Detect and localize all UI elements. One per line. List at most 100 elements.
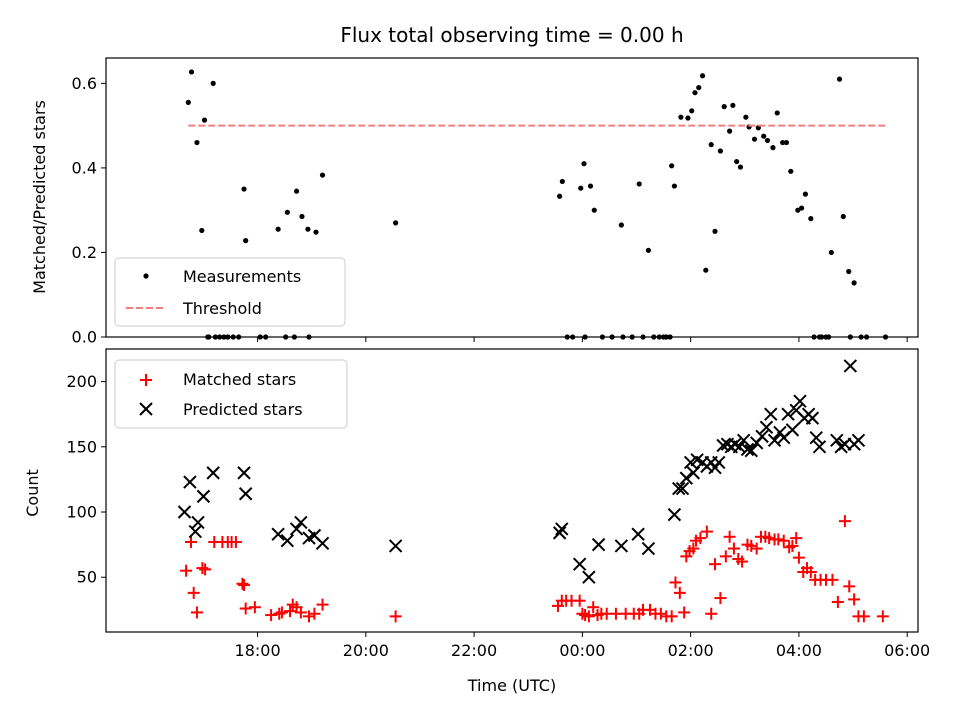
predicted-star-point	[206, 466, 220, 480]
predicted-star-point	[188, 524, 203, 539]
measurement-point	[636, 181, 642, 187]
measurement-point	[799, 205, 805, 211]
matched-star-point	[303, 610, 315, 623]
measurement-point	[795, 207, 801, 213]
matched-star-point	[239, 602, 252, 615]
predicted-cross-b	[307, 528, 322, 543]
predicted-cross-b	[712, 455, 726, 470]
measurement-point	[188, 69, 195, 75]
matched-star-point	[187, 586, 200, 599]
measurement-zero-point	[819, 334, 825, 340]
legend-matched-marker	[140, 374, 152, 386]
predicted-cross-b	[315, 536, 330, 551]
predicted-star-point	[572, 557, 587, 571]
measurement-zero-point	[656, 334, 662, 340]
measurement-point	[751, 136, 758, 142]
predicted-cross-b	[732, 440, 747, 454]
predicted-star-point	[843, 359, 858, 373]
measurement-zero-point	[291, 334, 297, 340]
measurement-point	[783, 139, 790, 146]
matched-star-point	[576, 607, 589, 620]
predicted-cross-b	[764, 407, 778, 421]
measurement-point	[721, 104, 727, 110]
predicted-star-point	[388, 539, 403, 553]
predicted-cross-b	[690, 453, 704, 467]
measurement-point	[210, 80, 216, 86]
measurement-point	[559, 178, 565, 185]
predicted-cross-b	[572, 557, 587, 571]
measurement-zero-point	[283, 334, 289, 340]
bottom-ylabel: Count	[23, 469, 42, 517]
measurement-point	[685, 115, 691, 121]
matched-star-point	[709, 558, 721, 571]
predicted-star-point	[679, 471, 694, 485]
measurement-point	[678, 114, 684, 120]
predicted-star-point	[289, 522, 304, 536]
measurement-point	[828, 249, 834, 256]
matched-star-point	[750, 542, 763, 555]
predicted-star-point	[237, 466, 251, 480]
measurement-zero-point	[882, 334, 889, 340]
predicted-cross-b	[188, 524, 203, 539]
predicted-cross-b	[555, 522, 569, 536]
figure-title: Flux total observing time = 0.00 h	[340, 23, 683, 47]
matched-star-point	[700, 525, 713, 538]
bottom-axes-frame	[105, 348, 919, 633]
matched-star-point	[275, 606, 288, 619]
measurement-zero-point	[667, 334, 673, 340]
measurement-point	[212, 334, 218, 340]
matched-star-point	[665, 610, 678, 623]
predicted-star-point	[191, 515, 205, 530]
predicted-cross-b	[177, 505, 192, 519]
predicted-star-point	[744, 444, 758, 458]
predicted-cross-b	[805, 411, 820, 425]
predicted-cross-b	[789, 403, 803, 418]
predicted-cross-b	[294, 515, 308, 530]
measurement-point	[305, 226, 311, 232]
measurement-zero-point	[570, 334, 576, 340]
legend-threshold-label: Threshold	[182, 299, 262, 318]
predicted-star-point	[552, 526, 567, 540]
measurement-point	[618, 222, 624, 228]
matched-star-point	[389, 610, 402, 623]
measurement-point	[846, 268, 852, 275]
measurement-point	[770, 145, 776, 151]
measurement-point	[599, 334, 606, 340]
measurement-point	[696, 84, 702, 91]
predicted-cross-b	[830, 433, 844, 447]
measurement-point	[299, 213, 305, 220]
matched-star-point	[857, 610, 870, 623]
measurement-point	[717, 148, 724, 154]
matched-star-point	[199, 563, 212, 576]
predicted-cross-b	[196, 489, 211, 504]
matched-star-point	[848, 593, 861, 606]
bottom-ytick-label: 200	[66, 372, 97, 391]
predicted-star-point	[183, 475, 197, 489]
predicted-cross-b	[767, 433, 782, 447]
matched-star-point	[673, 586, 686, 599]
predicted-cross-b	[793, 394, 807, 408]
predicted-star-point	[712, 455, 726, 470]
measurement-zero-point	[663, 334, 669, 340]
measurement-point	[293, 188, 300, 194]
measurement-point	[669, 163, 675, 169]
matched-star-point	[248, 601, 261, 614]
predicted-cross-b	[812, 440, 827, 454]
measurement-point	[587, 183, 594, 189]
predicted-star-point	[793, 394, 807, 408]
predicted-cross-b	[755, 429, 769, 444]
predicted-cross-b	[728, 437, 742, 451]
measurement-zero-point	[225, 334, 231, 340]
matched-star-point	[669, 576, 682, 589]
legend-measurements-label: Measurements	[183, 267, 301, 286]
predicted-cross-b	[675, 481, 690, 496]
predicted-star-point	[736, 433, 751, 447]
matched-star-point	[804, 566, 817, 579]
predicted-star-point	[294, 515, 308, 530]
matched-star-point	[184, 536, 197, 549]
matched-star-point	[745, 539, 758, 552]
matched-star-point	[229, 536, 242, 549]
matched-star-point	[687, 542, 700, 555]
measurement-point	[263, 334, 269, 340]
